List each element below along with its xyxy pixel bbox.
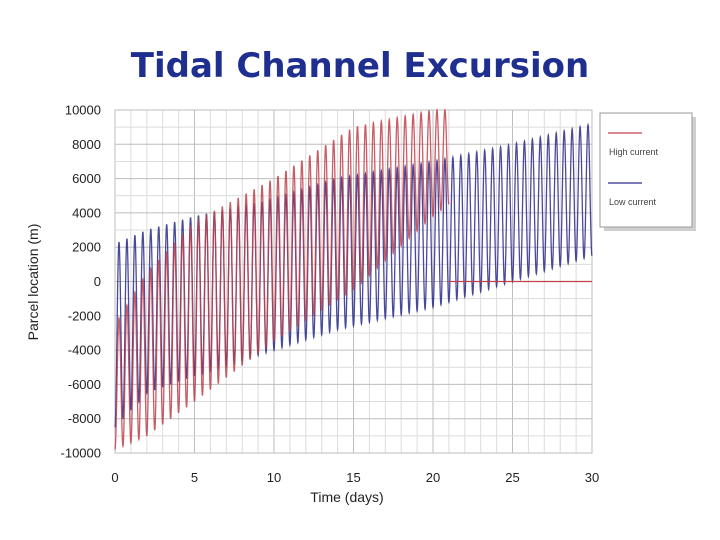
legend-box [599, 112, 693, 228]
legend-label-0: High current [609, 147, 659, 157]
y-tick-label: -6000 [68, 377, 101, 392]
series-layer [114, 108, 593, 450]
y-axis-ticks: -10000 -8000 -6000 -4000 -2000 0 2000 4000 6000 8… [61, 103, 101, 461]
y-tick-label: -10000 [61, 446, 101, 461]
y-tick-label: 0 [94, 274, 101, 289]
series-line-0 [114, 108, 450, 450]
y-tick-label: -8000 [68, 411, 101, 426]
y-tick-label: 4000 [72, 205, 101, 220]
x-tick-label: 25 [505, 470, 519, 485]
x-tick-label: 20 [426, 470, 440, 485]
slide-title: Tidal Channel Excursion [130, 46, 590, 86]
x-tick-label: 15 [346, 470, 360, 485]
x-tick-label: 30 [585, 470, 599, 485]
x-tick-label: 10 [267, 470, 281, 485]
y-axis-label: Parcel location (m) [25, 224, 41, 341]
y-tick-label: 10000 [65, 103, 101, 118]
legend-label-1: Low current [609, 197, 657, 207]
y-tick-label: 8000 [72, 137, 101, 152]
y-tick-label: 2000 [72, 240, 101, 255]
y-tick-label: 6000 [72, 171, 101, 186]
y-tick-label: -4000 [68, 343, 101, 358]
x-axis-label: Time (days) [310, 489, 383, 505]
x-tick-label: 5 [191, 470, 198, 485]
y-tick-label: -2000 [68, 308, 101, 323]
legend: High current Low current [599, 112, 696, 231]
x-tick-label: 0 [111, 470, 118, 485]
x-axis-ticks: 0 5 10 15 20 25 30 [111, 470, 599, 485]
